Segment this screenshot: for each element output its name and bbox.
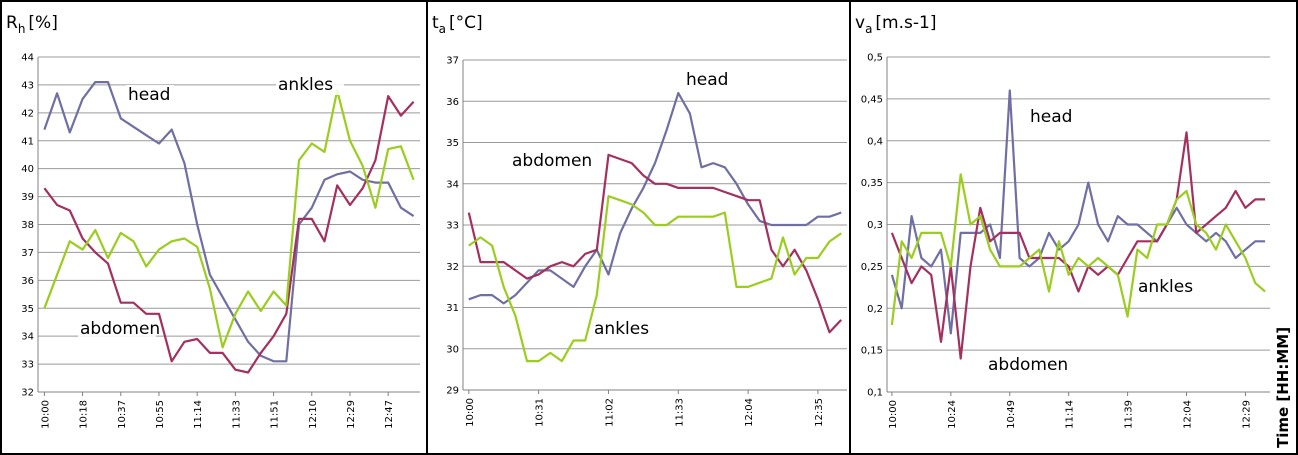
x-tick-label: 10:55 — [155, 400, 166, 429]
series-label: ankles — [278, 75, 333, 95]
x-tick-label: 11:51 — [270, 400, 281, 429]
y-tick-label: 36 — [21, 276, 34, 287]
series-label: abdomen — [512, 151, 592, 171]
series-label-bg — [126, 85, 174, 105]
y-label-unit: [%] — [28, 13, 57, 33]
y-tick-label: 0,15 — [861, 346, 883, 357]
y-tick-label: 37 — [21, 248, 34, 259]
y-tick-label: 32 — [446, 262, 459, 273]
x-tick-label: 12:35 — [814, 398, 825, 427]
series-line — [890, 173, 1266, 326]
x-tick-label: 12:10 — [308, 400, 319, 429]
x-tick-label: 12:29 — [1241, 400, 1252, 429]
y-axis-title: va [m.s-1] — [855, 13, 936, 36]
y-tick-label: 0,35 — [861, 178, 883, 189]
y-tick-label: 0,25 — [861, 262, 883, 273]
series-label: ankles — [594, 319, 649, 339]
y-label-unit: [°C] — [449, 13, 483, 33]
y-tick-label: 33 — [21, 360, 34, 371]
series-label: abdomen — [988, 355, 1068, 375]
x-tick-label: 11:14 — [193, 400, 204, 429]
x-axis-title: Time [HH:MM] — [1274, 327, 1292, 448]
series-label: ankles — [1138, 277, 1193, 297]
series-line — [43, 81, 415, 363]
x-tick-label: 10:00 — [40, 400, 51, 429]
series-label-bg — [684, 70, 732, 90]
y-tick-label: 43 — [21, 80, 34, 91]
y-label-subscript: a — [865, 22, 872, 36]
x-tick-label: 12:04 — [1183, 400, 1194, 429]
series-line — [43, 95, 415, 374]
series-label: abdomen — [80, 319, 160, 339]
y-tick-label: 0,45 — [861, 94, 883, 105]
y-label-subscript: h — [18, 22, 26, 36]
y-tick-label: 41 — [21, 136, 34, 147]
x-tick-label: 12:47 — [384, 400, 395, 429]
series-label: head — [128, 85, 170, 105]
y-tick-label: 0,4 — [867, 136, 883, 147]
y-tick-label: 32 — [21, 388, 34, 399]
y-label-symbol: R — [6, 13, 18, 33]
y-tick-label: 38 — [21, 220, 34, 231]
x-tick-label: 10:49 — [1006, 400, 1017, 429]
series-line — [43, 89, 415, 349]
y-tick-label: 37 — [446, 56, 459, 67]
y-axis-title: ta [°C] — [432, 13, 483, 36]
x-tick-label: 12:04 — [744, 398, 755, 427]
series-line — [890, 131, 1266, 360]
y-axis-title: Rh [%] — [6, 13, 58, 36]
x-tick-label: 10:00 — [888, 400, 899, 429]
series-line — [467, 153, 843, 334]
y-label-symbol: v — [855, 13, 865, 33]
y-label-symbol: t — [432, 13, 439, 33]
y-tick-label: 31 — [446, 303, 459, 314]
x-tick-label: 11:33 — [674, 398, 685, 427]
x-tick-label: 11:02 — [604, 398, 615, 427]
y-tick-label: 34 — [21, 332, 34, 343]
y-tick-label: 33 — [446, 221, 459, 232]
y-tick-label: 39 — [21, 192, 34, 203]
series-label: head — [1030, 107, 1072, 127]
x-tick-label: 10:37 — [117, 400, 128, 429]
y-tick-label: 44 — [21, 53, 34, 64]
series-label-bg — [510, 151, 588, 171]
y-tick-label: 0,1 — [867, 388, 883, 399]
series-label-bg — [78, 319, 156, 339]
series-line — [468, 195, 842, 363]
y-tick-label: 35 — [21, 304, 34, 315]
y-label-unit: [m.s-1] — [875, 13, 936, 33]
y-tick-label: 30 — [446, 344, 459, 355]
x-tick-label: 10:31 — [535, 398, 546, 427]
y-tick-label: 36 — [446, 97, 459, 108]
y-tick-label: 35 — [446, 138, 459, 149]
x-tick-label: 11:33 — [231, 400, 242, 429]
series-label-bg — [1028, 107, 1076, 127]
y-tick-label: 34 — [446, 179, 459, 190]
series-label-bg — [592, 319, 660, 339]
y-tick-label: 0,5 — [867, 53, 883, 64]
y-tick-label: 0,2 — [867, 304, 883, 315]
x-tick-label: 11:39 — [1124, 400, 1135, 429]
y-tick-label: 29 — [446, 386, 459, 397]
y-tick-label: 40 — [21, 164, 34, 175]
y-tick-label: 0,3 — [867, 220, 883, 231]
y-label-subscript: a — [439, 22, 446, 36]
x-tick-label: 11:14 — [1065, 400, 1076, 429]
x-tick-label: 12:29 — [346, 400, 357, 429]
x-tick-label: 10:18 — [79, 400, 90, 429]
series-label-bg — [986, 355, 1064, 375]
series-label: head — [686, 70, 728, 90]
series-label-bg — [1136, 277, 1204, 297]
y-tick-label: 42 — [21, 108, 34, 119]
series-line — [468, 91, 842, 305]
x-tick-label: 10:00 — [465, 398, 476, 427]
x-tick-label: 10:24 — [947, 400, 958, 429]
series-label-bg — [276, 75, 344, 95]
